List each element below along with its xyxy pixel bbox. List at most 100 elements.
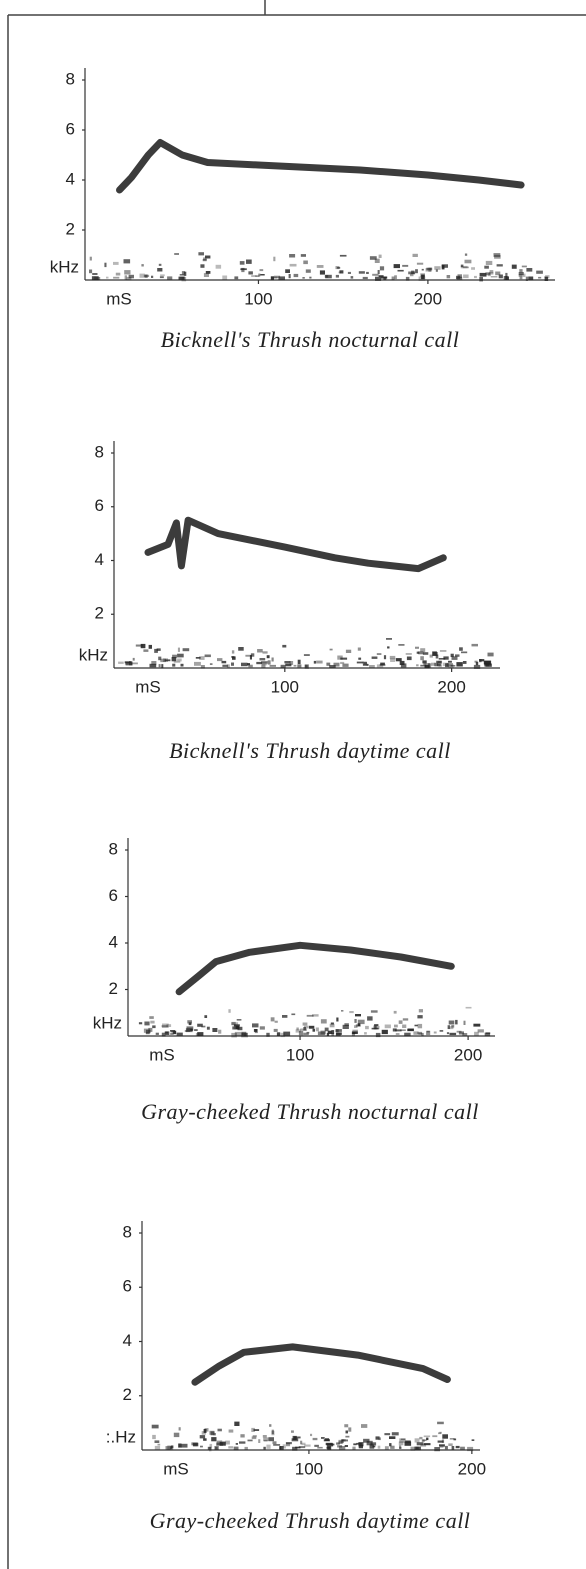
noise [421, 274, 425, 280]
noise [400, 1029, 406, 1031]
noise [234, 1031, 242, 1036]
noise [135, 644, 143, 647]
noise [217, 658, 223, 662]
noise [353, 1443, 357, 1446]
noise [282, 1444, 286, 1449]
noise [203, 1438, 207, 1441]
noise [258, 1439, 261, 1443]
noise [138, 1022, 143, 1025]
noise [339, 254, 347, 257]
noise [194, 1029, 198, 1031]
noise [141, 264, 144, 267]
noise [421, 268, 424, 271]
y-axis-label: :.Hz [106, 1427, 136, 1446]
caption: Bicknell's Thrush daytime call [169, 738, 451, 763]
noise [172, 654, 178, 658]
noise [269, 1424, 272, 1427]
noise [204, 1428, 209, 1432]
noise [421, 1032, 424, 1037]
noise [292, 1435, 297, 1440]
noise [155, 1032, 159, 1035]
noise [231, 1021, 236, 1026]
noise [405, 653, 412, 655]
noise [106, 276, 109, 279]
noise [358, 1444, 363, 1449]
noise [375, 1032, 381, 1038]
noise [342, 663, 349, 667]
noise [432, 1435, 438, 1438]
noise [273, 1028, 278, 1032]
noise [179, 274, 184, 276]
noise [459, 647, 463, 651]
noise [460, 265, 468, 269]
noise [177, 658, 182, 662]
noise [164, 659, 171, 662]
noise [160, 658, 166, 663]
noise [248, 664, 253, 668]
noise [348, 1427, 352, 1432]
noise [115, 272, 121, 276]
noise [335, 1029, 342, 1032]
noise [150, 1020, 155, 1024]
noise [203, 273, 209, 277]
noise [194, 661, 201, 666]
noise [271, 276, 278, 279]
noise [174, 253, 179, 255]
noise [319, 270, 325, 275]
caption: Bicknell's Thrush nocturnal call [161, 327, 460, 352]
noise [404, 1441, 412, 1446]
noise [200, 264, 205, 268]
noise [518, 272, 524, 276]
noise [451, 1446, 455, 1450]
noise [255, 275, 260, 277]
noise [113, 276, 120, 279]
noise [379, 266, 385, 271]
y-tick-label: 6 [109, 886, 118, 905]
noise [487, 652, 494, 657]
y-axis-label: kHz [93, 1013, 122, 1032]
noise [400, 1438, 406, 1440]
noise [498, 274, 503, 279]
noise [362, 276, 368, 280]
noise [203, 1429, 207, 1433]
noise [272, 1441, 277, 1445]
noise [139, 273, 145, 278]
noise [458, 1031, 464, 1035]
noise [329, 665, 336, 668]
noise [209, 1430, 215, 1435]
noise [262, 1435, 267, 1438]
noise [545, 275, 550, 279]
noise [484, 660, 492, 665]
noise [373, 1025, 377, 1030]
noise [162, 1023, 169, 1028]
noise [173, 1030, 176, 1035]
noise [126, 276, 132, 281]
noise [431, 662, 436, 666]
y-axis-label: kHz [79, 645, 108, 664]
noise [267, 660, 271, 665]
noise [345, 1439, 348, 1442]
noise [417, 1023, 423, 1029]
noise [384, 1024, 391, 1029]
noise [398, 1020, 403, 1024]
noise [438, 664, 442, 668]
noise [113, 261, 119, 265]
noise [408, 271, 416, 275]
noise [222, 275, 228, 280]
call-trace [175, 941, 455, 996]
noise [393, 1010, 397, 1014]
noise [422, 652, 429, 655]
noise [437, 663, 441, 667]
noise [374, 1025, 380, 1030]
noise [391, 1432, 399, 1436]
noise [511, 264, 517, 269]
noise [156, 648, 161, 651]
noise [404, 1032, 411, 1037]
noise [306, 1031, 310, 1034]
noise [124, 663, 130, 665]
noise [338, 1446, 346, 1450]
noise [124, 270, 131, 275]
noise [166, 1024, 172, 1027]
noise [211, 1437, 217, 1442]
noise [389, 1436, 396, 1439]
